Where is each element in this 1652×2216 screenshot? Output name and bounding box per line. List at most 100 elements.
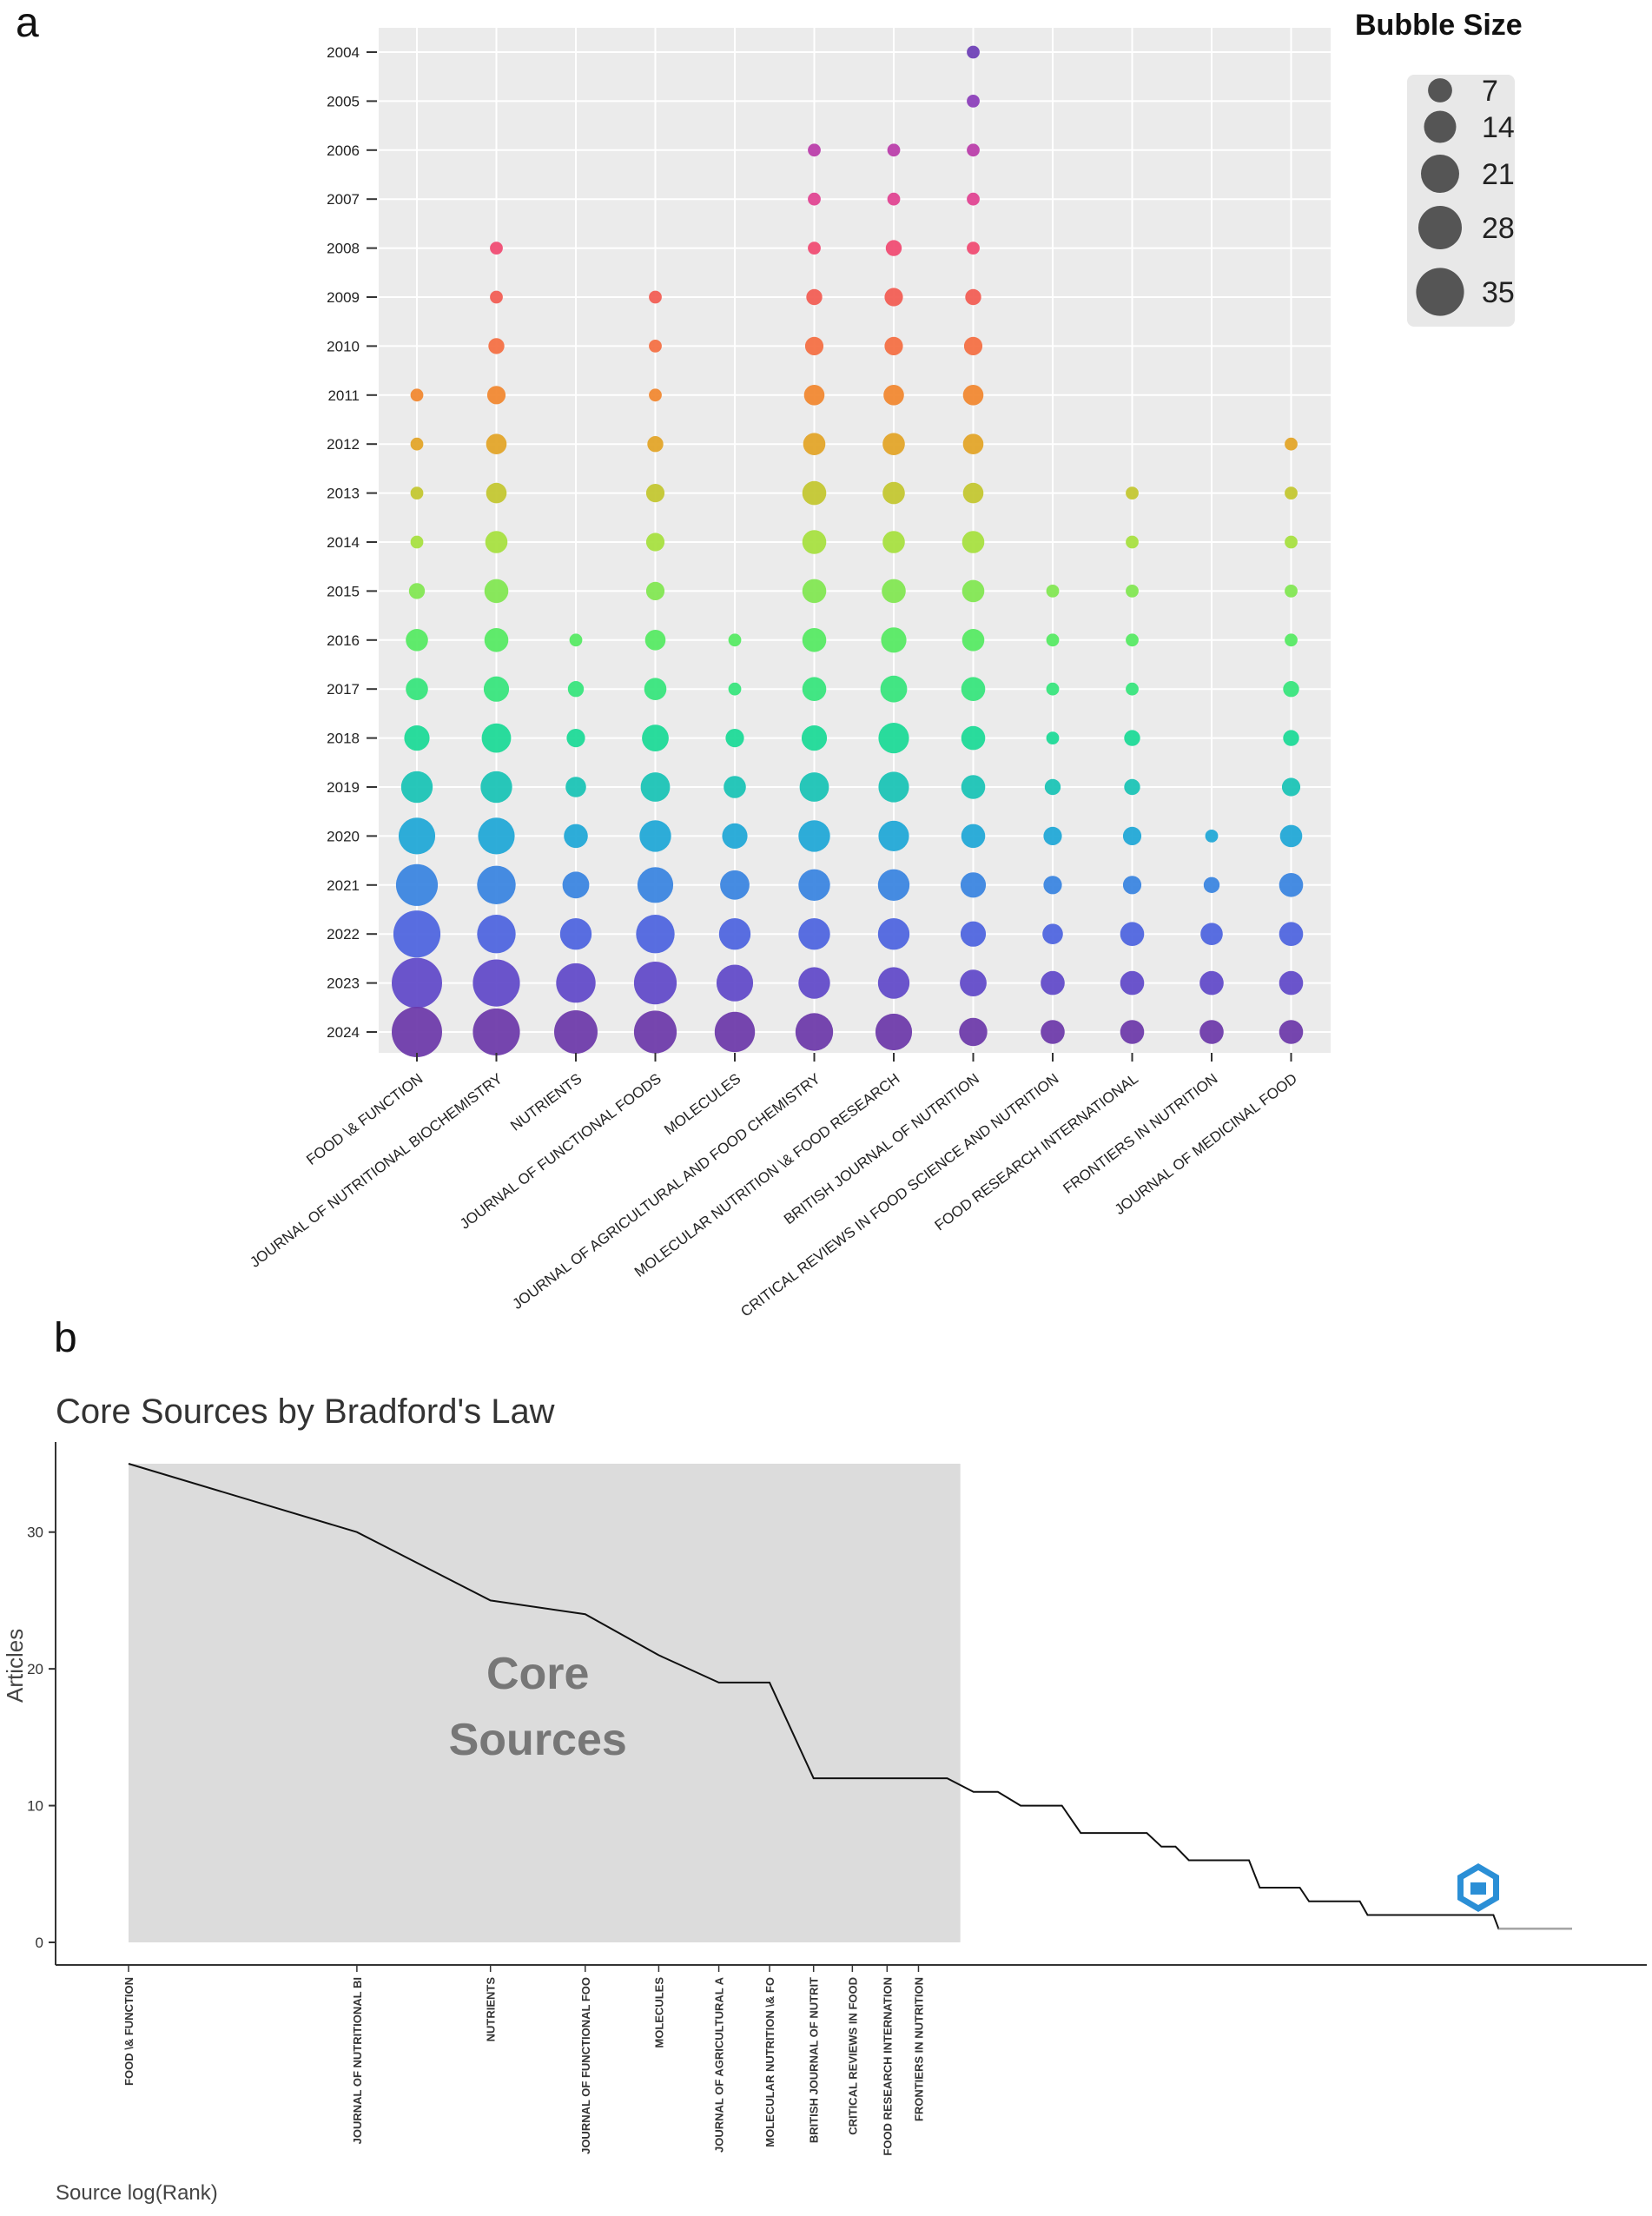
y-tick-label: 2008 xyxy=(327,241,360,257)
bubble xyxy=(566,729,585,748)
bubble xyxy=(406,678,428,700)
bubble xyxy=(392,957,442,1009)
y-tick-label: 2015 xyxy=(327,583,360,599)
bubble xyxy=(881,627,907,653)
bubble xyxy=(1126,633,1139,647)
bubble xyxy=(490,290,503,304)
bubble xyxy=(395,863,439,906)
bubble xyxy=(961,579,985,603)
bubble xyxy=(882,433,905,455)
core-zone-rect xyxy=(129,1464,961,1942)
legend-label: 35 xyxy=(1482,276,1515,309)
legend-label: 14 xyxy=(1482,111,1515,144)
bubble xyxy=(1285,633,1298,647)
bubble xyxy=(884,288,903,307)
bubble xyxy=(1126,585,1139,598)
bubble xyxy=(1041,970,1065,996)
bubble xyxy=(1279,922,1304,946)
bubble xyxy=(885,240,902,256)
bubble xyxy=(644,678,667,700)
bubble xyxy=(480,771,512,804)
bubble xyxy=(1279,873,1304,897)
bradford-source-labels: FOOD \& FUNCTION JOURNAL OF NUTRITIONAL B… xyxy=(122,1965,925,2156)
bubble-plot-panel xyxy=(379,28,1331,1053)
y-tick-label: 2019 xyxy=(327,779,360,796)
y-tick-label: 30 xyxy=(27,1525,43,1541)
source-label: JOURNAL OF FUNCTIONAL FOO xyxy=(579,1977,592,2154)
core-zone-label-2: Sources xyxy=(449,1715,627,1765)
y-tick-label: 2010 xyxy=(327,338,360,354)
y-tick-label: 2024 xyxy=(327,1024,360,1041)
bubble xyxy=(1200,923,1223,945)
bubble xyxy=(803,433,826,455)
bubble xyxy=(878,723,909,754)
y-tick-label: 2017 xyxy=(327,681,360,698)
bubble xyxy=(962,385,984,406)
legend-label: 21 xyxy=(1482,158,1515,191)
bubble xyxy=(1043,826,1062,846)
y-tick-label: 2009 xyxy=(327,289,360,306)
bubble xyxy=(640,772,671,802)
bubble xyxy=(887,192,901,206)
bubble xyxy=(960,969,987,996)
y-tick-label: 2020 xyxy=(327,828,360,844)
bubble xyxy=(808,143,821,157)
bubble xyxy=(485,531,508,553)
bubble xyxy=(1046,633,1060,647)
bubble xyxy=(961,629,985,652)
bubble xyxy=(798,918,830,950)
legend-bubble xyxy=(1421,155,1459,193)
y-tick-label: 2011 xyxy=(327,387,360,404)
bubble xyxy=(1126,682,1139,696)
bubble xyxy=(1199,970,1224,996)
bubble xyxy=(883,385,904,406)
bubble xyxy=(484,579,509,604)
bubble xyxy=(960,921,987,947)
y-tick-label: 2016 xyxy=(327,632,360,649)
bubble-y-axis: 2004 2005 2006 2007 2008 2009 2010 2011 2012 2013… xyxy=(327,44,377,1041)
bubble xyxy=(472,959,520,1007)
bubble xyxy=(1199,1020,1224,1044)
bubble xyxy=(472,1008,520,1056)
bubble xyxy=(804,336,824,355)
bubble xyxy=(961,531,985,553)
bubble xyxy=(884,336,903,355)
y-tick-label: 0 xyxy=(36,1935,43,1951)
bubble xyxy=(963,336,983,355)
bubble xyxy=(410,388,424,402)
legend-bubble xyxy=(1418,206,1462,249)
bubble xyxy=(633,962,677,1005)
y-tick-label: 20 xyxy=(27,1661,43,1677)
legend-bubble xyxy=(1424,110,1457,143)
bubble xyxy=(728,633,742,647)
bubble xyxy=(967,241,980,255)
legend-items: 714 21 28 35 xyxy=(1416,75,1515,316)
core-zone: Core Sources xyxy=(129,1464,961,1942)
y-tick-label: 2005 xyxy=(327,93,360,109)
bubble xyxy=(1281,777,1301,797)
bubble xyxy=(633,1010,677,1054)
bubble xyxy=(1283,681,1299,698)
logo-icon xyxy=(1457,1863,1499,1912)
bubble xyxy=(799,772,829,802)
bubble xyxy=(410,486,424,499)
bubble xyxy=(637,867,674,903)
bradford-title: Core Sources by Bradford's Law xyxy=(56,1392,555,1431)
bubble xyxy=(967,45,980,59)
bradford-x-label: Source log(Rank) xyxy=(56,2181,218,2205)
y-tick-label: 2006 xyxy=(327,142,360,159)
y-tick-label: 2013 xyxy=(327,486,360,502)
bubble xyxy=(1285,535,1298,549)
bubble xyxy=(404,725,430,751)
bubble xyxy=(1122,876,1142,895)
legend-label: 7 xyxy=(1482,75,1498,108)
bubble xyxy=(564,824,588,849)
bubble xyxy=(962,433,984,454)
bubble xyxy=(406,629,428,652)
bubble xyxy=(562,871,590,899)
bubble xyxy=(880,675,908,703)
bubble xyxy=(808,241,821,255)
bubble xyxy=(967,143,980,157)
